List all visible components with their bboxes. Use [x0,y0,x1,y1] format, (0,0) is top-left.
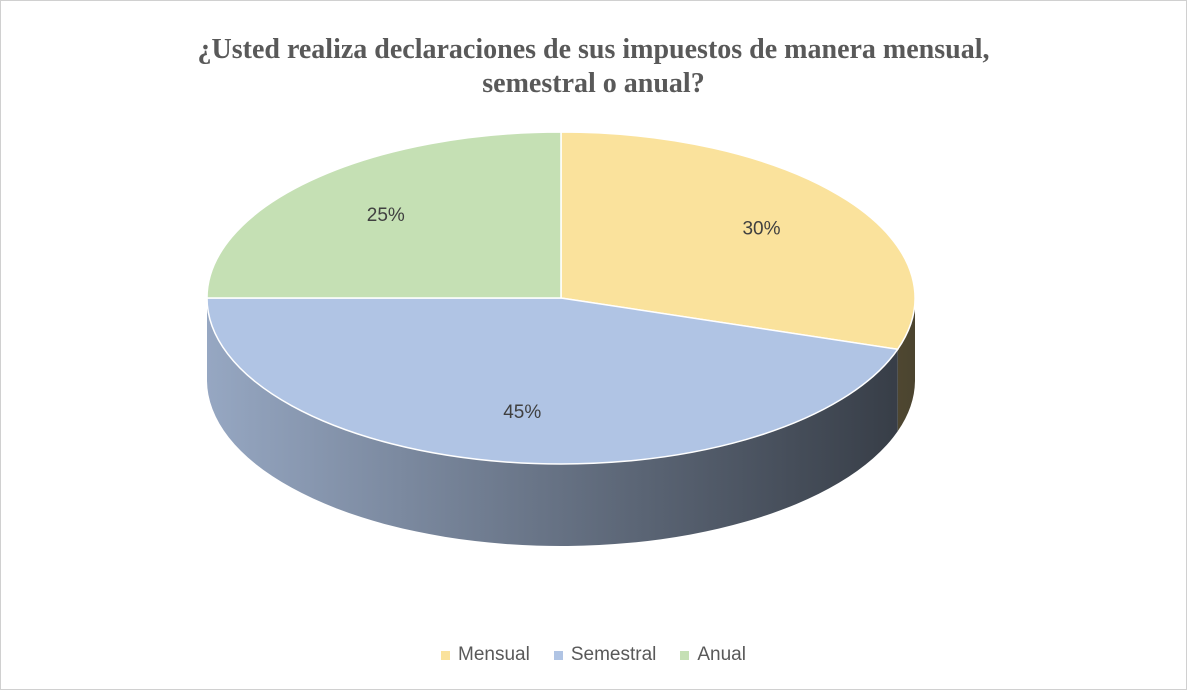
legend-item: Anual [680,644,746,666]
slice [206,297,899,465]
data-label: 45% [503,402,541,423]
data-label: 30% [742,219,780,240]
title-box: ¿Usted realiza declaraciones de sus impu… [1,33,1186,101]
legend-item: Semestral [553,644,657,666]
legend-item: Mensual [441,644,530,666]
legend: Mensual Semestral Anual [1,644,1186,666]
slice [560,131,916,351]
legend-swatch [553,650,563,660]
legend-label: Semestral [570,644,657,665]
chart-title: ¿Usted realiza declaraciones de sus impu… [197,34,990,99]
slice [206,131,562,299]
slice-side [897,298,915,432]
legend-swatch [680,650,690,660]
legend-label: Anual [697,644,746,665]
legend-label: Mensual [458,644,530,665]
slice-side [207,298,898,546]
data-label: 25% [367,205,405,226]
pie-plot: 30% 45% 25% [206,131,916,546]
legend-swatch [441,650,451,660]
